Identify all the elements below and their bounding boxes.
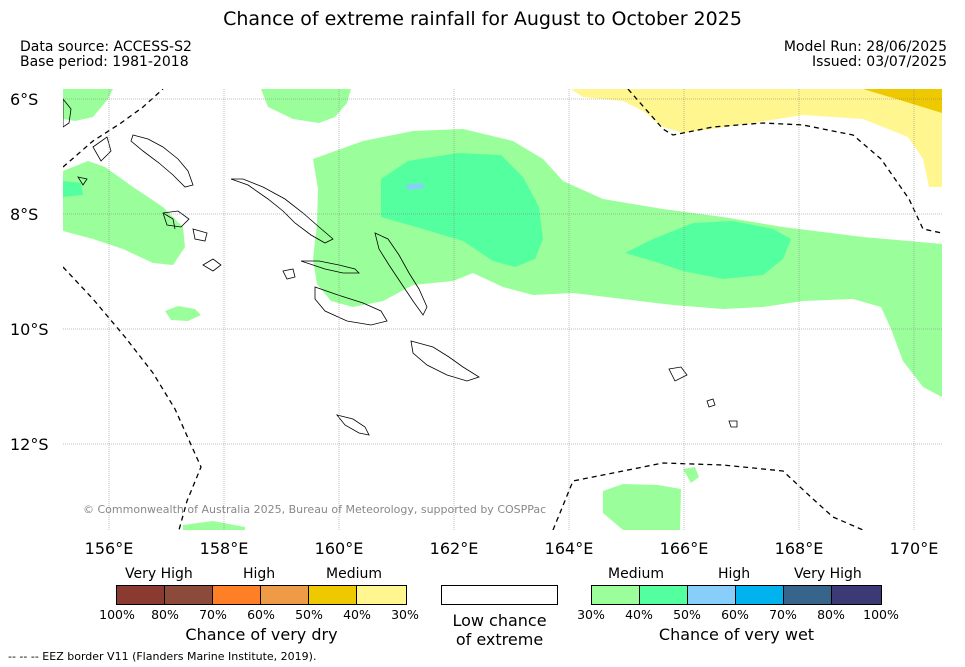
dry-tick: 30% xyxy=(391,607,419,622)
wet-swatch-30-40 xyxy=(592,586,640,604)
eez-south-east xyxy=(552,462,864,530)
dry-tick: 40% xyxy=(343,607,371,622)
dry-cat-high: High xyxy=(243,566,276,582)
eez-footnote: -- -- -- EEZ border V11 (Flanders Marine… xyxy=(8,650,317,663)
lat-label-6s: 6°S xyxy=(10,90,39,109)
makira-coast xyxy=(410,340,480,382)
wet-tick: 60% xyxy=(721,607,749,622)
bougainville-coast xyxy=(130,134,194,188)
page-title: Chance of extreme rainfall for August to… xyxy=(223,8,742,30)
dry-cat-medium: Medium xyxy=(326,566,382,582)
west-islands-coast xyxy=(162,212,296,280)
wet-legend-caption: Chance of very wet xyxy=(658,625,815,644)
wet-50-speck xyxy=(405,183,425,190)
small-islands-coast xyxy=(668,366,738,428)
low-chance-caption-line2: of extreme xyxy=(455,630,544,649)
wet-cat-medium: Medium xyxy=(608,566,664,582)
dry-colorbar xyxy=(116,585,407,605)
new-georgia-coast xyxy=(162,210,208,242)
santa-isabel-coast xyxy=(300,260,360,274)
guadalcanal-coast xyxy=(314,286,388,326)
lat-label-12s: 12°S xyxy=(10,435,49,454)
dry-swatch-40-30 xyxy=(357,586,406,604)
wet-tick: 30% xyxy=(577,607,605,622)
wet-tick: 100% xyxy=(863,607,899,622)
lon-label-156e: 156°E xyxy=(84,539,134,558)
eez-borders xyxy=(63,89,942,530)
dry-tick: 50% xyxy=(295,607,323,622)
wet-40-east xyxy=(625,221,791,279)
wet-swatch-60-70 xyxy=(736,586,784,604)
wet-medium-sw xyxy=(183,521,245,530)
dry-tick: 100% xyxy=(99,607,135,622)
wet-tick: 50% xyxy=(673,607,701,622)
lon-label-160e: 160°E xyxy=(314,539,364,558)
data-source-label: Data source: ACCESS-S2 xyxy=(20,39,192,55)
lon-label-166e: 166°E xyxy=(659,539,709,558)
wet-cat-high: High xyxy=(718,566,751,582)
wet-swatch-80-100 xyxy=(832,586,881,604)
lat-label-8s: 8°S xyxy=(10,205,39,224)
copyright-notice: © Commonwealth of Australia 2025, Bureau… xyxy=(83,503,547,516)
dry-medium-area xyxy=(571,89,942,187)
dry-swatch-60-50 xyxy=(261,586,309,604)
wet-swatch-70-80 xyxy=(784,586,832,604)
wet-medium-small xyxy=(165,306,201,321)
model-run-info: Model Run: 28/06/2025 Issued: 03/07/2025 xyxy=(784,40,947,70)
low-chance-swatch xyxy=(441,585,558,605)
low-chance-caption-line1: Low chance xyxy=(452,611,547,630)
choiseul-coast xyxy=(230,178,334,244)
wet-swatch-40-50 xyxy=(640,586,688,604)
eez-north-east xyxy=(627,89,942,234)
graticule xyxy=(63,89,942,530)
dry-swatch-50-40 xyxy=(309,586,357,604)
dry-swatch-80-70 xyxy=(165,586,213,604)
dry-legend-caption: Chance of very dry xyxy=(185,625,338,644)
dry-tick: 70% xyxy=(199,607,227,622)
dry-tick: 60% xyxy=(247,607,275,622)
wet-40-west xyxy=(63,181,83,197)
wet-colorbar xyxy=(591,585,882,605)
wet-40-central xyxy=(381,153,543,267)
wet-tick: 80% xyxy=(817,607,845,622)
issued-label: Issued: 03/07/2025 xyxy=(812,54,947,70)
lon-label-164e: 164°E xyxy=(544,539,594,558)
data-source-info: Data source: ACCESS-S2 Base period: 1981… xyxy=(20,40,192,70)
wet-swatch-50-60 xyxy=(688,586,736,604)
dry-cat-very-high: Very High xyxy=(125,566,193,582)
lon-label-162e: 162°E xyxy=(429,539,479,558)
model-run-label: Model Run: 28/06/2025 xyxy=(783,39,947,55)
wet-medium-tiny xyxy=(683,467,699,483)
wet-medium-south xyxy=(603,484,681,530)
lon-label-170e: 170°E xyxy=(889,539,939,558)
north-islands-coast xyxy=(63,98,112,186)
wet-medium-west xyxy=(63,161,185,265)
wet-medium-top xyxy=(261,89,351,123)
lon-label-168e: 168°E xyxy=(774,539,824,558)
wet-cat-very-high: Very High xyxy=(794,566,862,582)
low-chance-caption: Low chance of extreme xyxy=(431,611,568,649)
dry-swatch-100-80 xyxy=(117,586,165,604)
lat-label-10s: 10°S xyxy=(10,320,49,339)
wet-medium-north xyxy=(63,89,113,121)
wet-tick: 40% xyxy=(625,607,653,622)
dry-swatch-70-60 xyxy=(213,586,261,604)
eez-north-west xyxy=(63,89,164,168)
coastlines xyxy=(63,98,738,436)
dry-high-area xyxy=(863,89,942,113)
base-period-label: Base period: 1981-2018 xyxy=(20,54,189,70)
malaita-coast xyxy=(374,232,428,316)
wet-tick: 70% xyxy=(769,607,797,622)
rennell-coast xyxy=(335,414,370,436)
rainfall-map xyxy=(63,89,942,530)
dry-tick: 80% xyxy=(151,607,179,622)
lon-label-158e: 158°E xyxy=(199,539,249,558)
